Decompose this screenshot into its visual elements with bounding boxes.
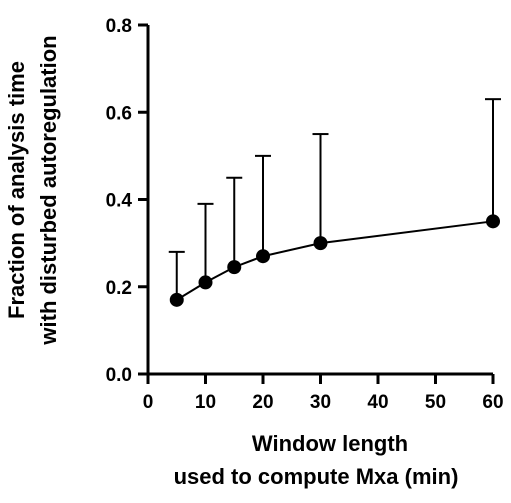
x-tick-label: 30	[310, 392, 331, 413]
data-point	[256, 249, 270, 264]
y-tick-label: 0.2	[106, 278, 132, 299]
data-point	[198, 275, 213, 290]
y-ticks: 0.0 0.2 0.4 0.6 0.8	[106, 16, 148, 386]
data-point	[486, 214, 500, 229]
error-bars	[168, 98, 501, 300]
x-tick-label: 0	[143, 392, 154, 413]
x-tick-label: 20	[252, 392, 273, 413]
data-point	[313, 236, 328, 251]
data-markers	[169, 214, 500, 307]
y-tick-label: 0.8	[106, 16, 132, 37]
y-tick-label: 0.0	[106, 365, 132, 386]
y-tick-label: 0.6	[106, 103, 132, 124]
x-axis-title-line-1: Window length	[252, 431, 408, 456]
y-axis-title-line-1: Fraction of analysis time	[4, 61, 29, 319]
y-axis-title-line-2: with disturbed autoregulation	[36, 35, 61, 345]
x-tick-label: 10	[195, 392, 216, 413]
x-tick-label: 50	[425, 392, 446, 413]
data-point	[169, 292, 184, 307]
y-tick-label: 0.4	[106, 191, 133, 212]
x-tick-label: 60	[482, 392, 503, 413]
data-point	[227, 260, 242, 275]
series-line	[176, 220, 494, 301]
x-ticks: 0 10 20 30 40 50 60	[143, 374, 504, 413]
x-axis-title-line-2: used to compute Mxa (min)	[174, 464, 459, 489]
x-tick-label: 40	[367, 392, 388, 413]
